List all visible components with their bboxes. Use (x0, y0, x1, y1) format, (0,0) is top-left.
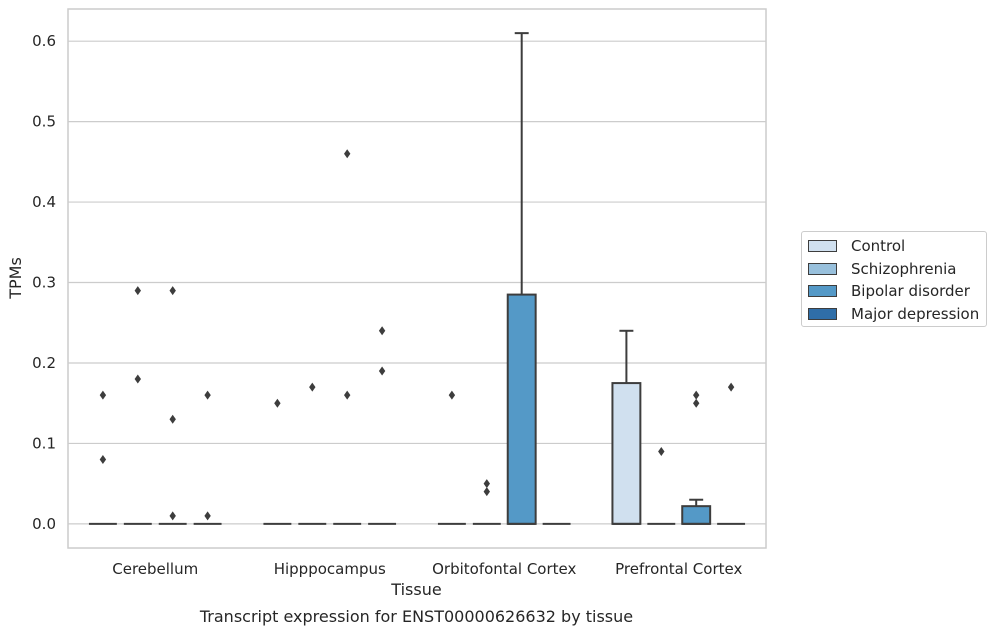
box-body (681, 505, 712, 525)
legend-swatch (808, 307, 837, 320)
outlier-point (134, 286, 141, 296)
legend-label: Control (851, 237, 906, 256)
outlier-point (344, 390, 351, 400)
legend-label: Schizophrenia (851, 259, 957, 278)
box-control (88, 390, 117, 525)
y-tick-label: 0.3 (32, 274, 56, 292)
box-bipolar-disorder (506, 32, 537, 525)
plot-frame (67, 8, 767, 549)
box-major-depression (717, 382, 746, 525)
legend-swatch (808, 240, 837, 253)
outlier-point (169, 511, 176, 521)
legend-label: Major depression (851, 304, 980, 323)
box-bipolar-disorder (333, 149, 362, 525)
legend-item: Schizophrenia (808, 258, 986, 281)
legend-item: Control (808, 235, 986, 258)
y-tick-label: 0.4 (32, 193, 56, 211)
outlier-point (483, 479, 490, 489)
y-tick-label: 0.6 (32, 32, 56, 50)
box-schizophrenia (472, 479, 501, 525)
legend-item: Major depression (808, 303, 986, 326)
box-major-depression (193, 390, 222, 525)
outlier-point (693, 390, 700, 400)
outlier-point (169, 414, 176, 424)
box-major-depression (368, 326, 397, 525)
chart-title: Transcript expression for ENST0000062663… (199, 607, 634, 626)
outlier-point (378, 366, 386, 376)
outlier-point (99, 390, 107, 400)
outlier-point (658, 446, 665, 456)
legend-label: Bipolar disorder (851, 282, 970, 301)
y-axis-label: TPMs (6, 257, 25, 300)
y-tick-label: 0.2 (32, 354, 56, 372)
x-tick-label: Cerebellum (112, 560, 198, 578)
x-tick-label: Prefrontal Cortex (615, 560, 742, 578)
box-plot-marks (88, 32, 746, 525)
outlier-point (99, 455, 107, 465)
outlier-point (274, 398, 281, 408)
outlier-point (448, 390, 456, 400)
box-control (437, 390, 466, 525)
y-tick-label: 0.0 (32, 515, 56, 533)
x-tick-label: Orbitofontal Cortex (432, 560, 576, 578)
box-control (263, 398, 292, 525)
outlier-point (204, 511, 211, 521)
outlier-point (693, 398, 700, 408)
legend-swatch (808, 285, 837, 298)
outlier-point (727, 382, 735, 392)
legend: Control Schizophrenia Bipolar disorder Majo… (801, 231, 987, 327)
box-body (611, 382, 642, 525)
outlier-point (483, 487, 490, 497)
outlier-point (344, 149, 351, 159)
legend-item: Bipolar disorder (808, 280, 986, 303)
box-bipolar-disorder (681, 390, 712, 525)
outlier-point (169, 286, 176, 296)
y-tick-label: 0.5 (32, 113, 56, 131)
box-control (611, 329, 642, 525)
box-schizophrenia (298, 382, 327, 525)
x-axis-label: Tissue (391, 580, 442, 599)
y-axis-ticks: 0.0 0.1 0.2 0.3 0.4 0.5 0.6 (32, 32, 56, 533)
box-schizophrenia (123, 286, 152, 525)
outlier-point (378, 326, 386, 336)
outlier-point (309, 382, 316, 392)
box-body (506, 293, 537, 525)
grid-lines (68, 40, 766, 525)
box-schizophrenia (647, 446, 676, 525)
x-tick-label: Hipppocampus (274, 560, 386, 578)
legend-swatch (808, 262, 837, 275)
outlier-point (204, 390, 211, 400)
x-axis-ticks: Cerebellum Hipppocampus Orbitofontal Corte… (112, 560, 742, 578)
y-tick-label: 0.1 (32, 434, 56, 452)
outlier-point (134, 374, 141, 384)
box-bipolar-disorder (158, 286, 187, 525)
